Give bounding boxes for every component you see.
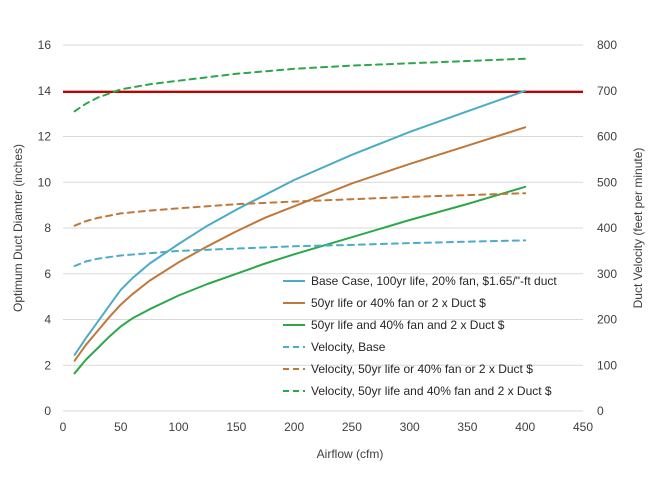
legend-label: Velocity, 50yr life or 40% fan or 2 x Du… bbox=[311, 362, 533, 376]
legend: Base Case, 100yr life, 20% fan, $1.65/"-… bbox=[283, 274, 557, 398]
left-y-tick-label: 10 bbox=[38, 175, 52, 189]
legend-label: 50yr life or 40% fan or 2 x Duct $ bbox=[311, 296, 486, 310]
legend-label: Velocity, 50yr life and 40% fan and 2 x … bbox=[311, 384, 552, 398]
right-y-tick-label: 800 bbox=[597, 38, 617, 52]
x-tick-label: 400 bbox=[515, 420, 535, 434]
series-line-4 bbox=[73, 239, 527, 267]
series-line-3 bbox=[73, 185, 527, 375]
left-y-tick-label: 2 bbox=[44, 358, 51, 372]
left-y-tick-label: 14 bbox=[38, 84, 52, 98]
legend-label: 50yr life and 40% fan and 2 x Duct $ bbox=[311, 318, 505, 332]
series-line-6 bbox=[73, 57, 527, 113]
right-y-tick-label: 100 bbox=[597, 358, 617, 372]
x-tick-label: 200 bbox=[284, 420, 304, 434]
x-tick-label: 300 bbox=[400, 420, 420, 434]
x-tick-label: 100 bbox=[169, 420, 189, 434]
right-y-tick-label: 600 bbox=[597, 130, 617, 144]
left-y-tick-label: 6 bbox=[44, 267, 51, 281]
right-y-tick-label: 500 bbox=[597, 175, 617, 189]
x-tick-label: 0 bbox=[60, 420, 67, 434]
gridlines bbox=[63, 44, 583, 366]
left-y-tick-label: 8 bbox=[44, 221, 51, 235]
right-y-tick-label: 200 bbox=[597, 313, 617, 327]
right-y-tick-label: 400 bbox=[597, 221, 617, 235]
right-y-tick-label: 700 bbox=[597, 84, 617, 98]
series-layer bbox=[73, 57, 527, 375]
x-tick-label: 50 bbox=[114, 420, 128, 434]
axes: 0 2 4 6 8 10 12 14 16 0 100 200 300 400 500 600 700 800 0 5… bbox=[38, 38, 618, 434]
x-tick-label: 450 bbox=[573, 420, 593, 434]
left-y-tick-label: 12 bbox=[38, 130, 52, 144]
x-axis-title: Airflow (cfm) bbox=[317, 447, 384, 461]
x-tick-label: 350 bbox=[457, 420, 477, 434]
left-y-tick-label: 16 bbox=[38, 38, 52, 52]
right-y-axis-title: Duct Velocity (feet per minute) bbox=[631, 148, 645, 309]
legend-label: Velocity, Base bbox=[311, 340, 386, 354]
legend-label: Base Case, 100yr life, 20% fan, $1.65/"-… bbox=[311, 274, 557, 288]
left-y-tick-label: 4 bbox=[44, 313, 51, 327]
series-line-5 bbox=[73, 192, 527, 227]
x-tick-label: 150 bbox=[226, 420, 246, 434]
series-line-1 bbox=[73, 89, 527, 356]
x-tick-label: 250 bbox=[342, 420, 362, 434]
left-y-tick-label: 0 bbox=[44, 404, 51, 418]
left-y-axis-title: Optimum Duct Diamter (inches) bbox=[11, 144, 25, 312]
right-y-tick-label: 0 bbox=[597, 404, 604, 418]
right-y-tick-label: 300 bbox=[597, 267, 617, 281]
series-line-2 bbox=[73, 126, 527, 362]
